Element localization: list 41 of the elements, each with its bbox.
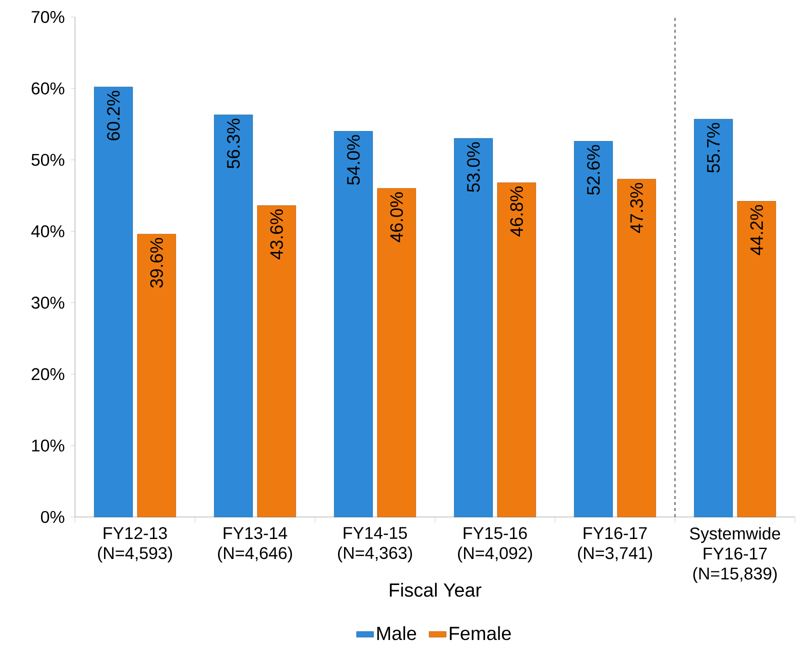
y-tick-label: 50% (32, 154, 64, 166)
bar (94, 86, 133, 518)
data-label: 52.6% (587, 145, 600, 195)
bar (497, 182, 536, 518)
legend-label: Male (377, 626, 416, 640)
bar (377, 188, 416, 518)
data-label: 54.0% (347, 135, 360, 185)
data-label: 46.0% (390, 192, 403, 242)
data-label: 56.3% (227, 118, 240, 168)
data-label: 43.6% (270, 209, 283, 260)
data-label: 39.6% (150, 238, 163, 288)
y-tick-label: 0% (40, 510, 64, 524)
legend-label: Female (450, 626, 511, 640)
x-tick-label: FY14-15 (N=4,363) (338, 527, 412, 562)
bar (334, 131, 373, 518)
bar (737, 201, 776, 518)
bar (617, 178, 656, 518)
bar (137, 234, 176, 518)
data-label: 55.7% (707, 122, 720, 173)
data-label: 47.3% (630, 182, 643, 233)
y-tick-label: 70% (32, 10, 64, 24)
bar (454, 138, 493, 518)
bar (574, 141, 613, 518)
y-tick-label: 20% (32, 368, 64, 380)
bar (214, 114, 253, 518)
data-label: 44.2% (750, 205, 763, 256)
data-label: 53.0% (467, 142, 480, 192)
x-tick-label: FY13-14 (N=4,646) (218, 527, 292, 562)
data-label: 46.8% (510, 186, 523, 237)
x-axis-title: Fiscal Year (390, 582, 482, 597)
x-tick-label: FY12-13 (N=4,593) (98, 527, 172, 562)
y-tick-label: 40% (31, 225, 64, 238)
y-tick-label: 60% (32, 82, 64, 94)
x-tick-label: FY15-16 (N=4,092) (458, 527, 532, 562)
x-tick-label: Systemwide FY16-17 (N=15,839) (690, 527, 780, 583)
x-tick-label: FY16-17 (N=3,741) (578, 527, 652, 562)
data-label: 60.2% (107, 90, 120, 140)
y-tick-label: 30% (32, 296, 64, 309)
bar (694, 118, 733, 518)
y-tick-label: 10% (32, 440, 64, 452)
bar (257, 205, 296, 518)
